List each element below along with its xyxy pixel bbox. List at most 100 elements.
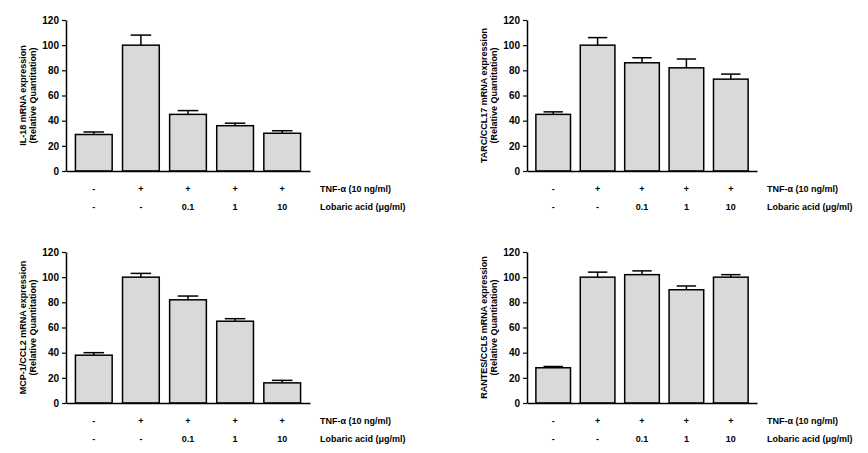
- y-tick-label: 40: [48, 347, 60, 358]
- y-axis-title-line: (Relative Quantitation): [28, 47, 38, 143]
- y-axis: 020406080100120: [503, 15, 527, 177]
- condition-value: 1: [684, 434, 689, 444]
- error-cap: [721, 73, 740, 75]
- condition-value: 1: [684, 202, 689, 212]
- error-cap: [225, 122, 246, 124]
- error-line: [597, 272, 599, 277]
- condition-value: 0.1: [636, 202, 649, 212]
- error-bar: [225, 319, 246, 322]
- condition-value: 10: [277, 202, 287, 212]
- bar: [536, 368, 571, 403]
- error-bar: [84, 132, 105, 135]
- error-cap: [588, 37, 607, 39]
- condition-label: TNF-α (10 ng/ml): [767, 184, 838, 194]
- y-tick: 20: [48, 373, 66, 384]
- y-tick: 80: [509, 65, 527, 76]
- error-cap: [131, 273, 152, 275]
- y-tick: 40: [509, 115, 527, 126]
- y-tick-mark: [523, 95, 527, 96]
- condition-value: -: [92, 416, 95, 426]
- error-line: [597, 38, 599, 46]
- y-tick-label: 120: [503, 15, 520, 26]
- plot-area: [536, 38, 748, 171]
- y-tick-label: 120: [503, 247, 520, 258]
- condition-row: --0.1110Lobaric acid (μg/ml): [552, 434, 853, 444]
- condition-row: --0.1110Lobaric acid (μg/ml): [552, 202, 853, 212]
- y-tick-label: 100: [503, 272, 520, 283]
- y-tick-mark: [62, 171, 66, 172]
- y-tick-label: 60: [48, 322, 60, 333]
- y-tick: 20: [48, 141, 66, 152]
- y-tick-mark: [523, 378, 527, 379]
- plot-area: [75, 273, 300, 403]
- y-tick: 60: [509, 90, 527, 101]
- error-cap: [543, 111, 562, 113]
- condition-value: 1: [233, 434, 238, 444]
- error-bar: [178, 296, 199, 300]
- y-tick-mark: [62, 378, 66, 379]
- y-tick-label: 80: [48, 65, 60, 76]
- condition-value: +: [684, 184, 689, 194]
- error-line: [641, 58, 643, 63]
- y-tick: 60: [509, 322, 527, 333]
- y-tick-label: 0: [514, 166, 520, 177]
- bar: [170, 114, 207, 171]
- y-tick-label: 40: [509, 347, 521, 358]
- condition-value: +: [185, 416, 190, 426]
- bar: [669, 290, 704, 403]
- x-axis-line: [67, 403, 311, 405]
- y-tick-label: 80: [509, 65, 521, 76]
- y-tick: 120: [503, 15, 527, 26]
- condition-value: 10: [726, 202, 736, 212]
- error-bar: [632, 58, 651, 63]
- y-tick: 80: [509, 297, 527, 308]
- bar: [580, 45, 615, 171]
- condition-label: Lobaric acid (μg/ml): [320, 434, 406, 444]
- bar: [669, 68, 704, 171]
- error-cap: [225, 318, 246, 320]
- y-tick: 60: [48, 322, 66, 333]
- condition-value: -: [596, 202, 599, 212]
- condition-row: -++++TNF-α (10 ng/ml): [92, 184, 391, 194]
- figure: 020406080100120IL-18 mRNA expression(Rel…: [0, 0, 868, 453]
- y-tick-label: 80: [48, 297, 60, 308]
- bar: [580, 277, 615, 403]
- y-tick-label: 0: [53, 166, 59, 177]
- error-bar: [272, 380, 293, 383]
- bar: [75, 135, 112, 171]
- error-cap: [588, 271, 607, 273]
- error-bar: [721, 74, 740, 79]
- y-tick-mark: [62, 327, 66, 328]
- condition-row: -++++TNF-α (10 ng/ml): [552, 184, 838, 194]
- condition-value: -: [92, 434, 95, 444]
- y-tick-label: 20: [509, 373, 521, 384]
- bar: [625, 63, 660, 171]
- y-axis-title: IL-18 mRNA expression(Relative Quantitat…: [18, 45, 38, 146]
- y-tick-label: 120: [42, 15, 59, 26]
- panel: 020406080100120MCP-1/CCL2 mRNA expressio…: [18, 247, 406, 444]
- y-tick-mark: [523, 277, 527, 278]
- error-bar: [131, 273, 152, 277]
- y-tick-label: 60: [48, 90, 60, 101]
- y-axis-title-line: (Relative Quantitation): [489, 279, 499, 375]
- error-cap: [178, 295, 199, 297]
- x-axis-line: [67, 171, 311, 173]
- condition-value: -: [552, 434, 555, 444]
- bar: [123, 277, 160, 403]
- y-axis-title-line: (Relative Quantitation): [489, 47, 499, 143]
- plot-area: [536, 271, 748, 403]
- condition-value: +: [728, 184, 733, 194]
- bar: [264, 133, 301, 171]
- error-bar: [632, 271, 651, 275]
- y-tick-mark: [523, 403, 527, 404]
- error-bar: [721, 275, 740, 278]
- y-tick: 40: [48, 115, 66, 126]
- y-tick: 40: [48, 347, 66, 358]
- y-tick: 20: [509, 373, 527, 384]
- error-cap: [131, 34, 152, 36]
- x-axis: [528, 403, 758, 404]
- condition-value: +: [232, 416, 237, 426]
- y-tick-label: 20: [509, 141, 521, 152]
- condition-value: -: [92, 184, 95, 194]
- condition-label: Lobaric acid (μg/ml): [767, 434, 853, 444]
